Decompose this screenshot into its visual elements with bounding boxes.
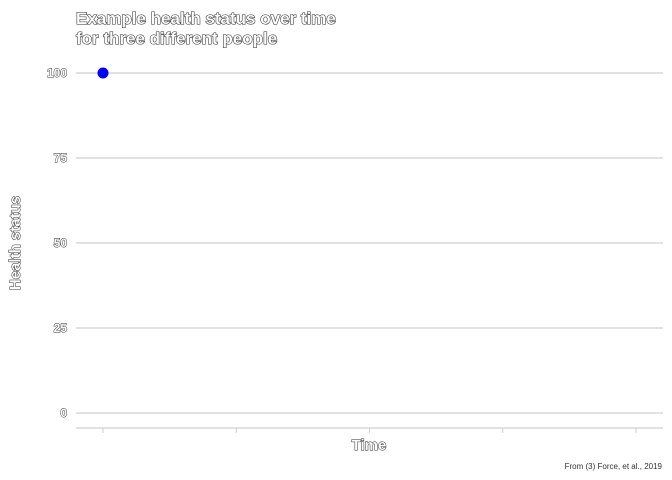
chart-title-line-2: for three different people xyxy=(76,29,277,48)
y-tick-label: 50 xyxy=(54,236,68,250)
data-points xyxy=(97,67,109,79)
y-tick-labels: 0 25 50 75 100 xyxy=(47,66,68,421)
chart-caption: From (3) Force, et al., 2019 xyxy=(565,462,663,471)
y-axis-title: Health status xyxy=(7,196,24,290)
chart-title-line-1: Example health status over time xyxy=(76,9,336,28)
x-axis-title: Time xyxy=(352,437,387,454)
chart-title: Example health status over time for thre… xyxy=(75,8,336,48)
y-tick-label: 0 xyxy=(60,406,67,420)
data-point xyxy=(97,67,109,79)
y-tick-label: 25 xyxy=(54,321,68,335)
y-gridlines xyxy=(76,72,663,414)
y-tick-label: 75 xyxy=(54,151,68,165)
x-tick-marks xyxy=(102,428,637,433)
y-tick-label: 100 xyxy=(47,66,67,80)
